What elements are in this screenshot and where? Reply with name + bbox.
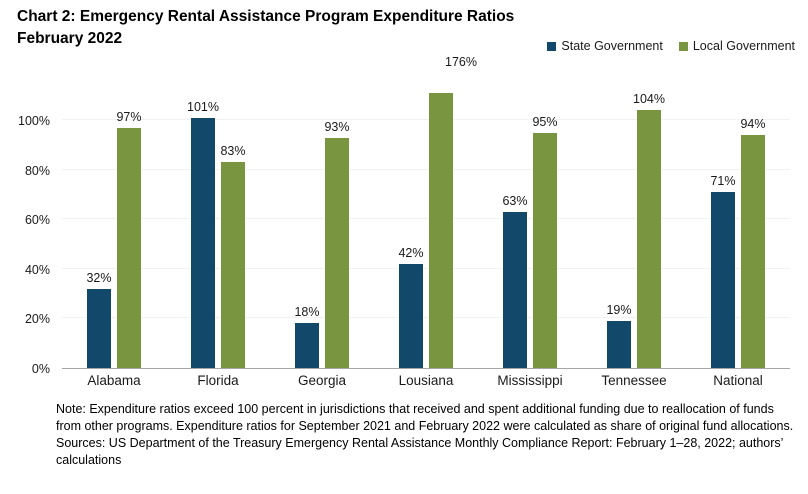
- gridline-80: [62, 168, 790, 170]
- bar-florida-state: [191, 117, 215, 368]
- value-label-national-local: 94%: [740, 117, 766, 132]
- value-label-tennessee-state: 19%: [606, 302, 632, 317]
- value-label-mississippi-local: 95%: [532, 114, 558, 129]
- x-tick-label-georgia: Georgia: [297, 373, 347, 388]
- gridline-60: [62, 218, 790, 220]
- y-tick-label-100: 100%: [18, 114, 50, 129]
- bar-mississippi-state: [503, 211, 527, 368]
- x-tick-label-mississippi: Mississippi: [497, 373, 563, 388]
- x-tick-label-florida: Florida: [197, 373, 239, 388]
- x-tick-label-national: National: [713, 373, 763, 388]
- value-label-georgia-state: 18%: [294, 305, 320, 320]
- bar-georgia-state: [295, 323, 319, 368]
- bar-mississippi-local: [533, 132, 557, 368]
- x-tick-label-lousiana: Lousiana: [398, 373, 454, 388]
- value-label-georgia-local: 93%: [324, 119, 350, 134]
- value-label-florida-local: 83%: [220, 144, 246, 159]
- gridline-40: [62, 267, 790, 269]
- x-axis: Alabama Florida Georgia Lousiana Mississippi…: [62, 373, 790, 393]
- chart-footnote: Note: Expenditure ratios exceed 100 perc…: [56, 401, 796, 469]
- bar-alabama-local: [117, 127, 141, 368]
- y-tick-label-60: 60%: [24, 213, 50, 228]
- value-label-lousiana-local: 176%: [445, 55, 477, 69]
- bar-national-local: [741, 135, 765, 368]
- y-tick-label-0: 0%: [31, 362, 50, 376]
- legend-label: State Government: [561, 39, 663, 53]
- value-label-alabama-local: 97%: [116, 109, 142, 124]
- bar-tennessee-state: [607, 320, 631, 368]
- chart-title-line2: February 2022: [17, 30, 123, 47]
- bar-national-state: [711, 192, 735, 368]
- y-tick-label-80: 80%: [24, 163, 50, 178]
- value-label-national-state: 71%: [710, 174, 736, 189]
- sources-text: Sources: US Department of the Treasury E…: [56, 436, 783, 467]
- value-label-alabama-state: 32%: [86, 270, 112, 285]
- value-label-mississippi-state: 63%: [502, 193, 528, 208]
- bar-florida-local: [221, 162, 245, 368]
- bar-tennessee-local: [637, 110, 661, 368]
- y-tick-label-40: 40%: [24, 262, 50, 277]
- value-label-tennessee-local: 104%: [633, 92, 665, 107]
- legend-label: Local Government: [692, 39, 795, 53]
- gridline-100: [62, 119, 790, 121]
- plot-area: 32% 101% 18% 42% 63% 19% 71% 97% 83% 93% 176% 95% 10…: [62, 55, 790, 369]
- bar-lousiana-state: [399, 263, 423, 368]
- y-tick-label-20: 20%: [24, 312, 50, 327]
- gridline-20: [62, 317, 790, 319]
- legend-swatch-icon: [547, 41, 557, 51]
- chart-title: Chart 2: Emergency Rental Assistance Pro…: [17, 6, 514, 50]
- bar-lousiana-local: [429, 93, 453, 368]
- legend: State Government Local Government: [547, 39, 795, 53]
- value-label-florida-state: 101%: [187, 99, 219, 114]
- chart-title-line1: Chart 2: Emergency Rental Assistance Pro…: [17, 8, 515, 25]
- bar-alabama-state: [87, 288, 111, 368]
- y-axis: 0% 20% 40% 60% 80% 100%: [0, 93, 50, 376]
- legend-swatch-icon: [678, 41, 688, 51]
- note-text: Note: Expenditure ratios exceed 100 perc…: [56, 402, 794, 433]
- x-tick-label-alabama: Alabama: [87, 373, 141, 388]
- legend-item-state: State Government: [547, 39, 663, 53]
- x-tick-label-tennessee: Tennessee: [601, 373, 667, 388]
- value-label-lousiana-state: 42%: [398, 245, 424, 260]
- bar-georgia-local: [325, 137, 349, 368]
- legend-item-local: Local Government: [678, 39, 795, 53]
